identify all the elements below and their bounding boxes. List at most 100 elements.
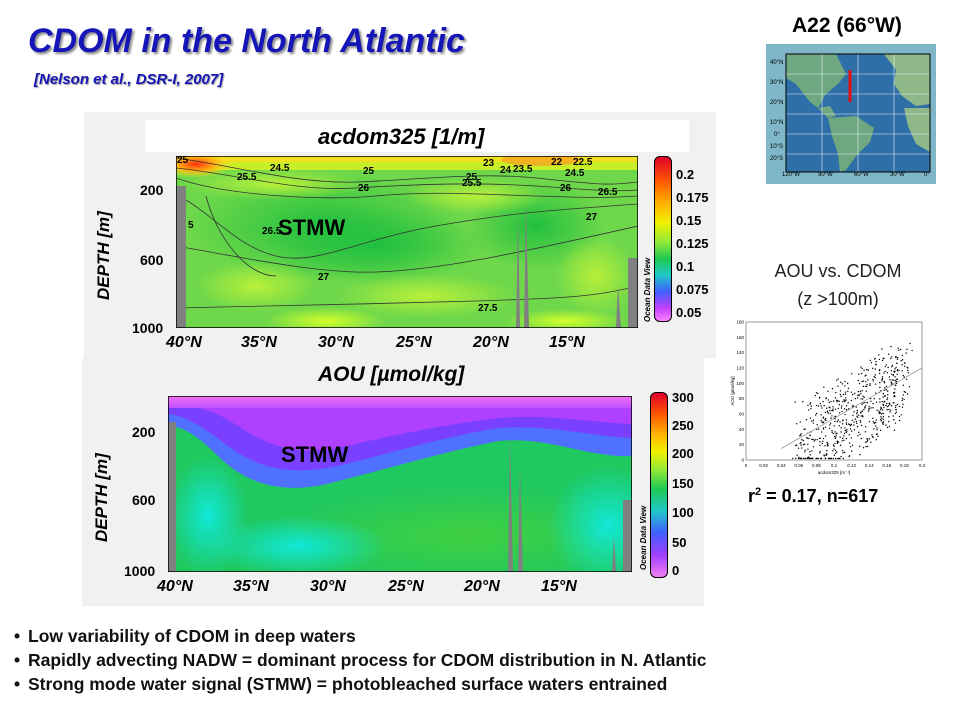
- scatter-point: [875, 401, 878, 403]
- scatter-point: [842, 420, 844, 422]
- scatter-point: [884, 386, 886, 389]
- scatter-point: [858, 382, 861, 385]
- scatter-point: [862, 447, 865, 449]
- scatter-point: [792, 457, 794, 460]
- scatter-point: [821, 442, 824, 445]
- scatter-point: [836, 432, 838, 435]
- scatter-point: [838, 424, 840, 427]
- scatter-point: [837, 407, 840, 410]
- scatter-point: [846, 382, 849, 385]
- scatter-point: [893, 402, 895, 404]
- scatter-point: [889, 379, 891, 381]
- scatter-x-tick: 0.1: [831, 463, 838, 468]
- scatter-point: [832, 400, 835, 402]
- scatter-point: [901, 370, 903, 372]
- scatter-point: [871, 436, 874, 438]
- scatter-points: [792, 342, 913, 460]
- contour-label: 25.5: [462, 178, 482, 189]
- scatter-point: [897, 357, 899, 359]
- scatter-point: [868, 421, 871, 423]
- cdom-colorbar-tick: 0.1: [676, 259, 695, 274]
- scatter-point: [836, 420, 839, 423]
- scatter-point: [902, 394, 905, 396]
- scatter-point: [834, 397, 837, 399]
- scatter-point: [861, 415, 864, 417]
- scatter-point: [866, 441, 868, 443]
- scatter-point: [830, 400, 832, 403]
- scatter-point: [856, 422, 858, 425]
- scatter-point: [880, 416, 882, 418]
- scatter-point: [870, 407, 872, 409]
- scatter-point: [812, 422, 815, 424]
- cdom-colorbar-tick: 0.05: [676, 305, 702, 320]
- scatter-point: [896, 362, 898, 364]
- scatter-point: [852, 414, 854, 416]
- bullet-dot-icon: •: [14, 674, 21, 694]
- contour-label: 25: [363, 166, 375, 177]
- scatter-point: [891, 366, 893, 368]
- scatter-point: [808, 457, 811, 460]
- scatter-point: [845, 408, 848, 411]
- scatter-point: [886, 372, 889, 374]
- scatter-point: [885, 424, 887, 426]
- scatter-point: [873, 397, 876, 400]
- scatter-point: [796, 444, 798, 446]
- scatter-point: [837, 419, 840, 421]
- scatter-y-tick: 120: [736, 366, 744, 371]
- scatter-point: [845, 423, 848, 426]
- scatter-point: [888, 425, 891, 428]
- aou-chart-title: AOU [µmol/kg]: [318, 363, 465, 386]
- scatter-point: [823, 454, 825, 456]
- scatter-point: [794, 401, 796, 403]
- scatter-point: [864, 401, 866, 404]
- scatter-point: [869, 359, 872, 362]
- scatter-point: [844, 413, 846, 416]
- scatter-point: [887, 366, 889, 369]
- scatter-point: [807, 457, 809, 459]
- scatter-point: [833, 445, 835, 447]
- scatter-point: [812, 419, 815, 421]
- scatter-y-tick: 180: [736, 320, 744, 325]
- scatter-point: [882, 418, 884, 421]
- scatter-y-tick: 60: [739, 412, 745, 417]
- scatter-point: [880, 407, 882, 410]
- scatter-point: [853, 421, 855, 423]
- scatter-point: [824, 457, 826, 459]
- scatter-y-label: AOU [µmol/kg]: [730, 376, 735, 405]
- scatter-point: [895, 404, 897, 407]
- scatter-point: [846, 430, 848, 432]
- scatter-point: [835, 391, 837, 394]
- scatter-point: [879, 386, 881, 389]
- bullet-item: • Strong mode water signal (STMW) = photo…: [14, 672, 707, 696]
- scatter-point: [879, 398, 881, 400]
- scatter-point: [809, 450, 811, 453]
- scatter-point: [891, 356, 893, 358]
- scatter-point: [868, 438, 871, 440]
- scatter-point: [883, 406, 885, 409]
- scatter-point: [800, 457, 802, 460]
- scatter-point: [901, 406, 904, 408]
- scatter-point: [873, 428, 875, 430]
- scatter-point: [848, 455, 850, 458]
- stmw-annotation: STMW: [278, 215, 346, 240]
- scatter-point: [871, 434, 873, 436]
- scatter-point: [901, 399, 903, 402]
- scatter-point: [876, 427, 878, 429]
- scatter-point: [882, 404, 885, 407]
- scatter-point: [832, 457, 835, 460]
- scatter-point: [907, 367, 909, 369]
- scatter-point: [836, 379, 838, 381]
- scatter-point: [886, 398, 888, 401]
- scatter-point: [888, 402, 891, 404]
- aou-colorbar-tick: 100: [672, 505, 694, 520]
- scatter-point: [804, 451, 806, 453]
- scatter-point: [901, 359, 904, 361]
- scatter-point: [834, 420, 836, 423]
- scatter-point: [883, 380, 885, 383]
- scatter-point: [850, 423, 852, 426]
- scatter-point: [893, 429, 896, 431]
- scatter-point: [840, 431, 842, 433]
- scatter-point: [831, 431, 833, 434]
- scatter-point: [809, 434, 811, 437]
- scatter-point: [866, 439, 869, 442]
